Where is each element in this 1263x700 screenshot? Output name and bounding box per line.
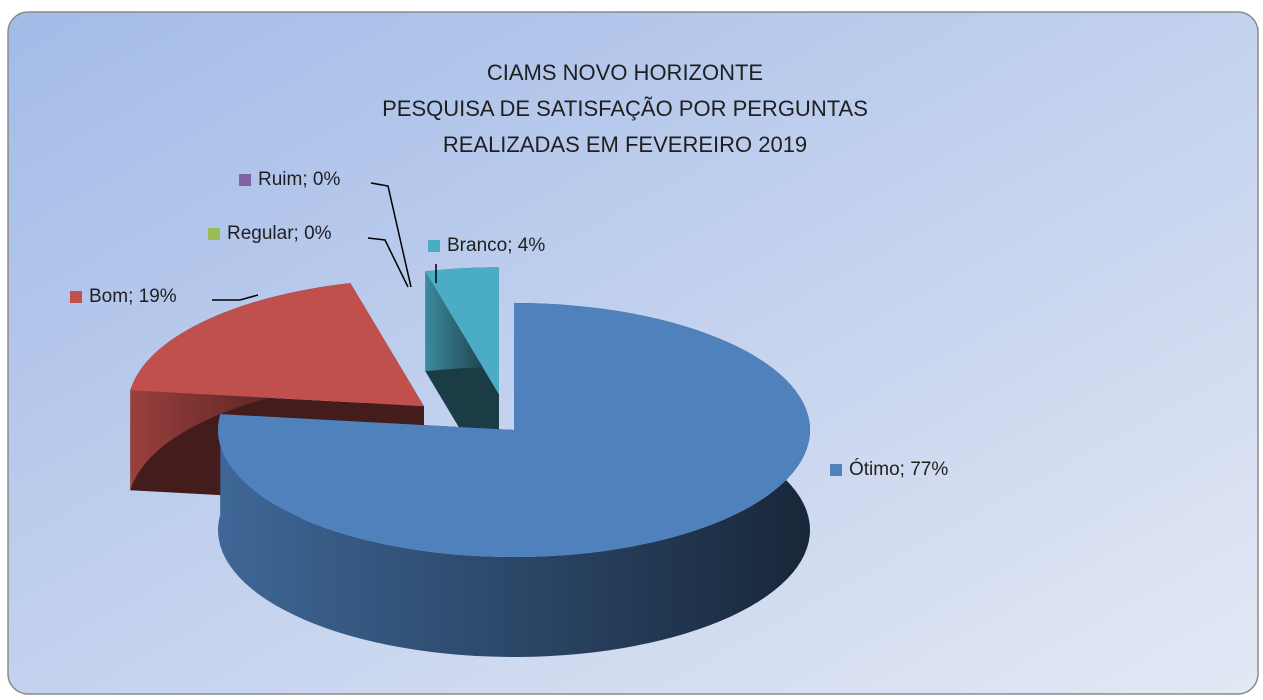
- leader-line: [370, 182, 412, 288]
- chart-title: PESQUISA DE SATISFAÇÃO POR PERGUNTAS: [382, 96, 868, 121]
- label-swatch: [70, 291, 82, 303]
- label-swatch: [208, 228, 220, 240]
- label-swatch: [239, 174, 251, 186]
- data-label: Regular; 0%: [227, 223, 332, 244]
- pie-slice: [217, 303, 811, 657]
- data-label: Ótimo; 77%: [849, 458, 948, 480]
- data-label: Bom; 19%: [89, 286, 177, 307]
- label-swatch: [830, 464, 842, 476]
- labels: Ótimo; 77% Bom; 19% Regular; 0% Ruim; 0% Bra…: [70, 169, 948, 480]
- data-label: Branco; 4%: [447, 235, 545, 256]
- pie: [130, 267, 811, 657]
- data-label: Ruim; 0%: [258, 169, 340, 190]
- chart-title: CIAMS NOVO HORIZONTE: [487, 60, 763, 85]
- leader-line: [367, 237, 409, 288]
- slice-top: [130, 283, 424, 407]
- slice-top: [217, 303, 810, 557]
- leader-line: [212, 294, 259, 301]
- label-swatch: [428, 240, 440, 252]
- chart-title: REALIZADAS EM FEVEREIRO 2019: [443, 132, 807, 157]
- slice-top: [425, 267, 499, 395]
